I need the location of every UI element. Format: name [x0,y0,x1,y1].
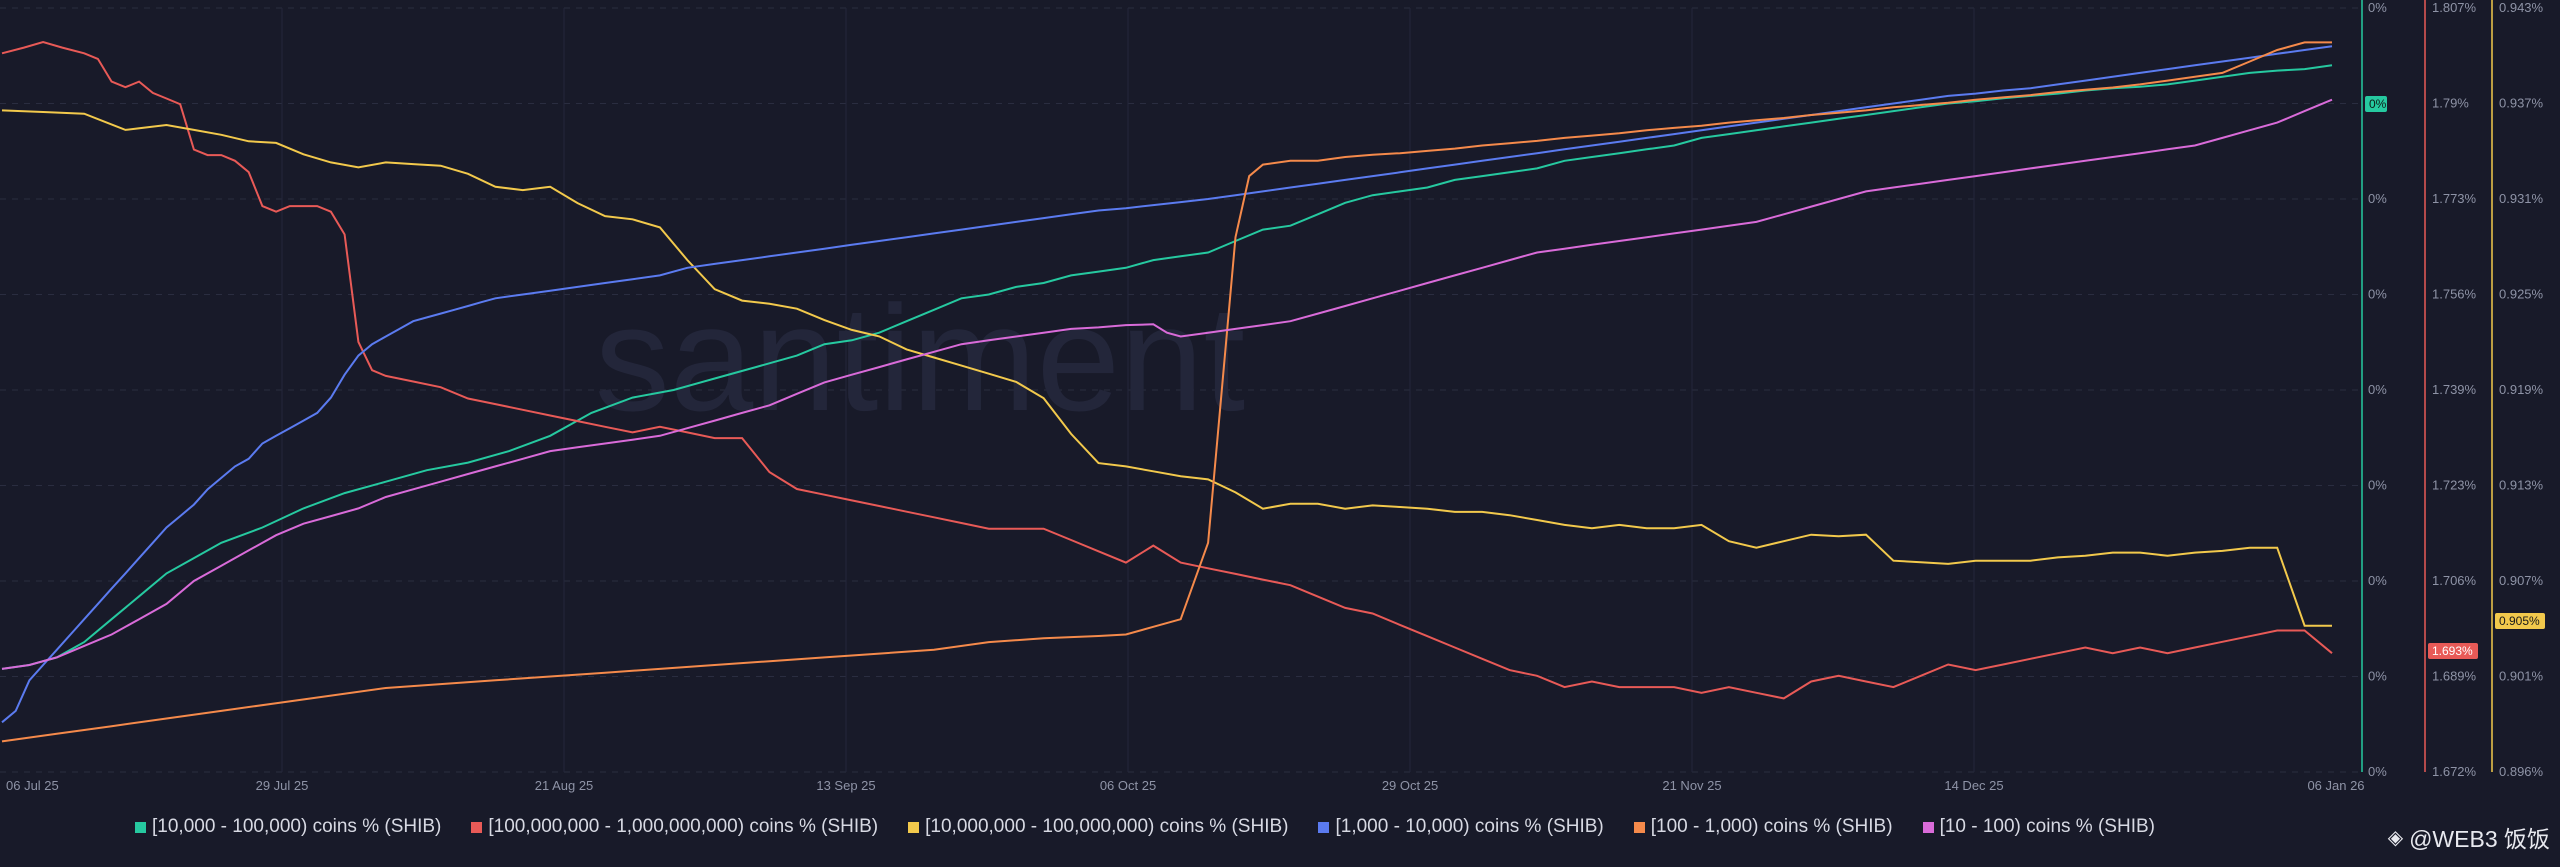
yellow-axis-tick-label: 0.907% [2499,573,2544,588]
series-line-5 [1,98,2333,670]
green-axis-tick-label: 0% [2368,669,2387,684]
yellow-axis-tick-label: 0.896% [2499,764,2544,779]
binance-diamond-icon: ◈ [2387,826,2404,849]
legend-label: [10,000 - 100,000) coins % (SHIB) [152,816,442,837]
yellow-axis-tick-label: 0.901% [2499,669,2544,684]
legend-item[interactable]: [10,000,000 - 100,000,000) coins % (SHIB… [908,816,1288,838]
brand-label: @WEB3 饭饭 [2409,826,2550,852]
series-layer [1,40,2333,743]
red-axis-tick-label: 1.672% [2432,764,2477,779]
legend-swatch [1633,821,1645,833]
green-value-badge [2365,96,2387,112]
legend-label: [100 - 1,000) coins % (SHIB) [1650,816,1893,837]
chart: santiment 06 Jul 25 29 Jul 25 21 Aug 25 13 … [0,0,2545,793]
yellow-value-badge-label: 0.905% [2499,614,2540,628]
x-tick-label: 13 Sep 25 [816,778,875,793]
green-axis-tick-label: 0% [2368,382,2387,397]
red-axis-tick-label: 1.689% [2432,669,2477,684]
red-value-badge [2428,643,2478,659]
green-axis-tick-label: 0% [2368,478,2387,493]
series-line-3 [1,45,2333,724]
yellow-axis-tick-label: 0.931% [2499,191,2544,206]
x-tick-label: 06 Oct 25 [1100,778,1156,793]
x-tick-label: 29 Oct 25 [1382,778,1438,793]
legend-label: [10 - 100) coins % (SHIB) [1939,816,2155,837]
yellow-axis-tick-label: 0.943% [2499,0,2544,15]
green-axis-tick-label: 0% [2368,573,2387,588]
brand-watermark: ◈ @WEB3 饭饭 [2388,820,2550,854]
series-line-2 [1,109,2332,627]
legend: [10,000 - 100,000) coins % (SHIB) [100,00… [0,816,2290,838]
x-axis: 06 Jul 25 29 Jul 25 21 Aug 25 13 Sep 25 06 O… [6,778,2365,793]
legend-item[interactable]: [1,000 - 10,000) coins % (SHIB) [1318,816,1604,838]
legend-item[interactable]: [100,000,000 - 1,000,000,000) coins % (S… [471,816,878,838]
grid [0,7,2360,773]
yellow-axis-tick-label: 0.913% [2499,478,2544,493]
series-line-0 [1,64,2333,670]
green-axis-tick-label: 0% [2368,0,2387,15]
series-line-1 [1,40,2333,700]
x-tick-label: 21 Nov 25 [1662,778,1721,793]
green-axis-tick-label: 0% [2368,764,2387,779]
yellow-value-badge [2495,613,2545,629]
legend-label: [1,000 - 10,000) coins % (SHIB) [1335,816,1604,837]
red-axis-tick-label: 1.79% [2432,96,2469,111]
red-axis-tick-label: 1.773% [2432,191,2477,206]
y-axes: 0% 0% 0% 0% 0% 0% 0% 0% 0% 1.807% 1.79% 1.773% 1.756… [2361,0,2545,779]
legend-label: [100,000,000 - 1,000,000,000) coins % (S… [488,816,879,837]
legend-item[interactable]: [10 - 100) coins % (SHIB) [1922,816,2155,838]
x-tick-label: 21 Aug 25 [535,778,594,793]
watermark: santiment [595,274,1245,442]
series-line-4 [1,41,2332,743]
legend-item[interactable]: [100 - 1,000) coins % (SHIB) [1633,816,1893,838]
yellow-axis-tick-label: 0.925% [2499,287,2544,302]
x-tick-label: 06 Jul 25 [6,778,59,793]
legend-swatch [471,821,483,833]
x-tick-label: 06 Jan 26 [2307,778,2364,793]
green-value-badge-label: 0% [2369,97,2387,111]
red-axis-tick-label: 1.756% [2432,287,2477,302]
legend-swatch [908,821,920,833]
yellow-axis-tick-label: 0.937% [2499,96,2544,111]
legend-swatch [1318,821,1330,833]
red-axis-tick-label: 1.723% [2432,478,2477,493]
x-tick-label: 29 Jul 25 [256,778,309,793]
red-axis-tick-label: 1.739% [2432,382,2477,397]
legend-swatch [1922,821,1934,833]
legend-item[interactable]: [10,000 - 100,000) coins % (SHIB) [135,816,441,838]
x-tick-label: 14 Dec 25 [1944,778,2003,793]
green-axis-tick-label: 0% [2368,191,2387,206]
yellow-axis-tick-label: 0.919% [2499,382,2544,397]
legend-label: [10,000,000 - 100,000,000) coins % (SHIB… [925,816,1289,837]
red-value-badge-label: 1.693% [2432,644,2473,658]
legend-swatch [135,821,147,833]
red-axis-tick-label: 1.807% [2432,0,2477,15]
red-axis-tick-label: 1.706% [2432,573,2477,588]
green-axis-tick-label: 0% [2368,287,2387,302]
